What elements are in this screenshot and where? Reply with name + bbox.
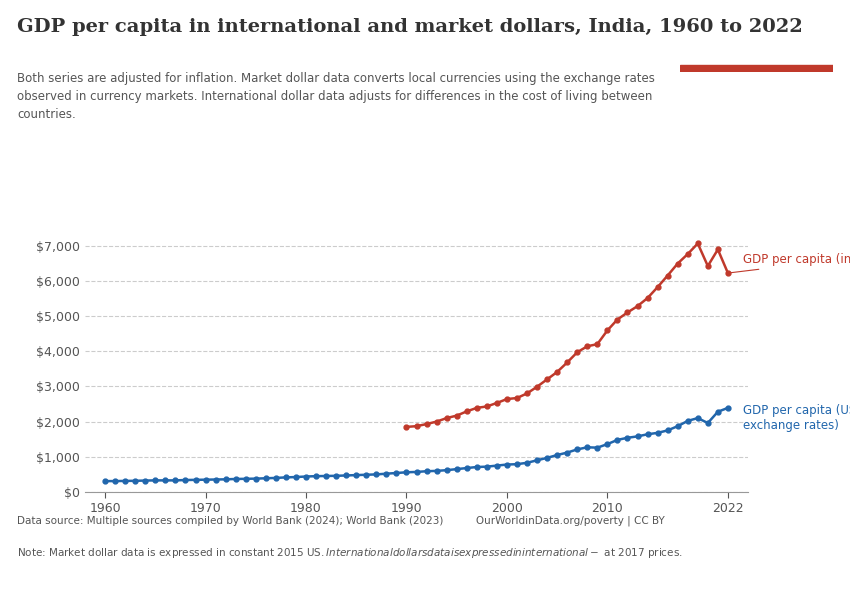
Text: Our World: Our World — [721, 26, 792, 40]
Text: Note: Market dollar data is expressed in constant 2015 US$. International dollar: Note: Market dollar data is expressed in… — [17, 546, 683, 560]
Text: GDP per capita (US$ at market
exchange rates): GDP per capita (US$ at market exchange r… — [743, 404, 850, 432]
Text: in Data: in Data — [731, 44, 782, 58]
Bar — [680, 65, 833, 72]
Text: Data source: Multiple sources compiled by World Bank (2024); World Bank (2023)  : Data source: Multiple sources compiled b… — [17, 516, 665, 527]
Text: GDP per capita (international-$): GDP per capita (international-$) — [731, 253, 850, 273]
Text: Both series are adjusted for inflation. Market dollar data converts local curren: Both series are adjusted for inflation. … — [17, 72, 654, 121]
Text: GDP per capita in international and market dollars, India, 1960 to 2022: GDP per capita in international and mark… — [17, 18, 802, 36]
